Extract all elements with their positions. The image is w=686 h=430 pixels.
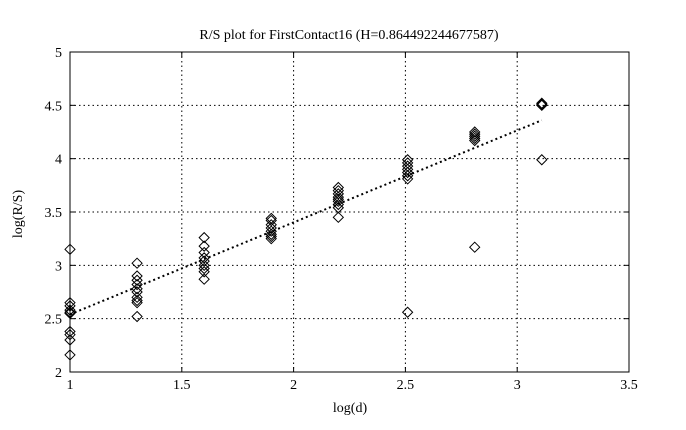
data-point-diamond	[131, 278, 143, 291]
data-point-diamond	[469, 134, 481, 147]
data-point-diamond	[401, 306, 414, 318]
data-point-diamond	[332, 211, 345, 224]
chart-title: R/S plot for FirstContact16 (H=0.8644922…	[199, 28, 499, 43]
data-point-diamond	[64, 307, 76, 320]
y-axis-ticks: 2 2.5 3 3.5 4 4.5 5	[45, 46, 629, 381]
data-point-diamond	[198, 246, 210, 259]
y-tick-label: 5	[55, 46, 62, 61]
data-point-diamond	[401, 157, 414, 169]
data-point-diamond	[64, 304, 76, 316]
data-point-diamond	[401, 166, 414, 179]
y-tick-label: 2.5	[45, 313, 63, 328]
x-tick-label: 1	[67, 378, 74, 393]
data-point-diamond	[265, 232, 277, 245]
y-axis-label: log(R/S)	[11, 190, 26, 239]
y-tick-label: 3	[55, 259, 62, 274]
data-point-diamond	[401, 163, 414, 176]
data-point-diamond	[265, 225, 277, 237]
data-point-diamond	[332, 195, 345, 208]
x-tick-label: 2.5	[397, 378, 415, 393]
y-tick-label: 4.5	[45, 99, 63, 114]
x-tick-label: 3.5	[620, 378, 638, 393]
x-tick-label: 2	[290, 378, 297, 393]
fit-line	[69, 119, 543, 316]
data-point-diamond	[131, 257, 143, 269]
data-point-diamond	[131, 310, 143, 323]
data-point-diamond	[198, 266, 210, 278]
data-point-diamond	[401, 154, 414, 166]
data-points	[64, 97, 548, 361]
data-point-diamond	[198, 259, 210, 272]
data-point-diamond	[64, 328, 76, 341]
data-point-diamond	[131, 270, 143, 282]
x-tick-label: 3	[514, 378, 521, 393]
data-point-diamond	[64, 349, 76, 361]
x-axis-ticks: 1 1.5 2 2.5 3 3.5	[67, 52, 638, 393]
data-point-diamond	[198, 231, 210, 244]
data-point-diamond	[401, 173, 414, 185]
data-point-diamond	[131, 283, 143, 295]
grid-lines	[70, 52, 629, 372]
data-point-diamond	[469, 128, 481, 140]
x-tick-label: 1.5	[173, 378, 191, 393]
data-point-diamond	[332, 198, 345, 211]
data-point-diamond	[332, 181, 345, 194]
data-point-diamond	[265, 228, 277, 241]
data-point-diamond	[469, 130, 481, 142]
data-point-diamond	[131, 291, 143, 304]
data-point-diamond	[198, 240, 210, 252]
data-point-diamond	[131, 294, 143, 307]
data-point-diamond	[265, 219, 277, 231]
data-point-diamond	[265, 230, 277, 243]
data-point-diamond	[469, 132, 481, 145]
data-point-diamond	[64, 306, 76, 318]
data-point-diamond	[332, 193, 345, 205]
y-tick-label: 3.5	[45, 206, 63, 221]
regression-fit-line	[69, 119, 543, 316]
data-point-diamond	[64, 334, 76, 346]
data-point-diamond	[64, 243, 76, 256]
data-point-diamond	[131, 296, 143, 309]
y-tick-label: 4	[55, 153, 62, 168]
data-point-diamond	[198, 273, 210, 285]
data-point-diamond	[401, 170, 414, 182]
data-point-diamond	[469, 241, 481, 253]
data-point-diamond	[64, 325, 76, 338]
data-point-diamond	[469, 126, 481, 138]
data-point-diamond	[536, 97, 548, 109]
data-point-diamond	[64, 300, 76, 312]
y-tick-label: 2	[55, 366, 62, 381]
data-point-diamond	[536, 154, 548, 166]
data-point-diamond	[401, 160, 414, 172]
data-point-diamond	[536, 98, 548, 110]
data-point-diamond	[536, 99, 548, 112]
data-point-diamond	[131, 274, 143, 286]
x-axis-label: log(d)	[333, 401, 368, 416]
